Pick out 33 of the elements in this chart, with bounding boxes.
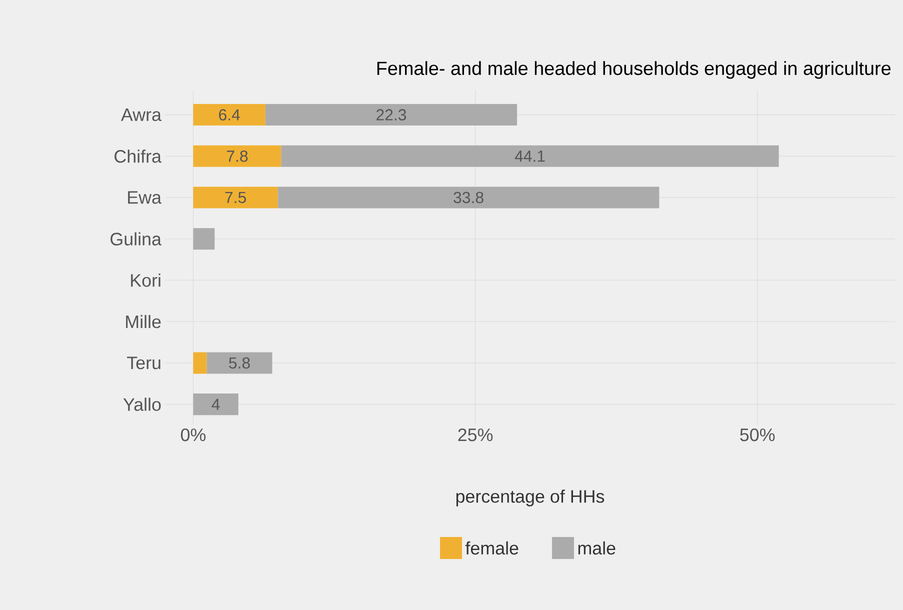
y-tick-label: Chifra	[114, 150, 162, 163]
bar	[193, 104, 266, 126]
legend-label: male	[578, 541, 616, 555]
y-tick-label: Awra	[120, 108, 162, 122]
data-label: 22.3	[376, 109, 406, 120]
data-label: 6.4	[219, 109, 240, 120]
bar	[193, 186, 278, 208]
x-tick-label: 50%	[740, 428, 775, 442]
bar	[193, 394, 238, 416]
data-label: 5.8	[229, 357, 250, 369]
bar	[278, 186, 660, 208]
x-tick-label: 0%	[180, 428, 206, 442]
x-axis-title: percentage of HHs	[456, 490, 604, 506]
y-tick-label: Kori	[131, 274, 160, 287]
bar	[206, 352, 272, 374]
y-tick-label: Ewa	[128, 191, 162, 204]
y-tick-label: Mille	[126, 315, 161, 328]
data-label: 7.5	[225, 192, 246, 204]
x-tick-label: 25%	[458, 428, 493, 442]
data-label: 4	[212, 398, 220, 410]
bar	[193, 145, 282, 167]
y-tick-label: Gulina	[110, 232, 162, 246]
data-label: 33.8	[454, 192, 484, 204]
bar	[265, 104, 518, 126]
data-label: 44.1	[514, 150, 545, 162]
bar	[193, 352, 207, 374]
chart-title: Female- and male headed households engaged in agriculture	[377, 61, 891, 79]
y-tick-label: Yallo	[123, 398, 161, 411]
bar	[193, 228, 215, 250]
y-tick-label: Teru	[127, 356, 160, 370]
legend-label: female	[465, 541, 518, 555]
data-label: 7.8	[226, 150, 248, 162]
bar	[281, 145, 779, 167]
